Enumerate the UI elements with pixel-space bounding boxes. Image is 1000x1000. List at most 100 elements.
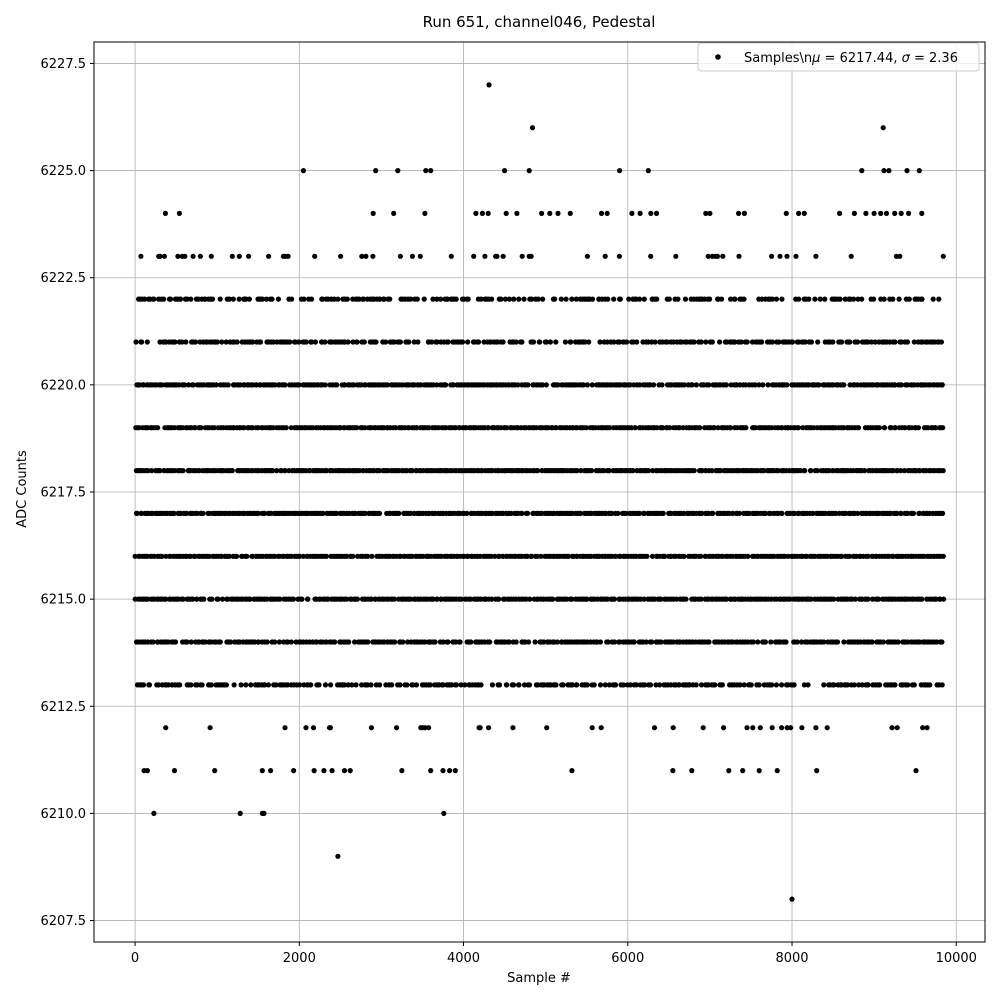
data-point [558, 296, 564, 302]
data-point [547, 339, 554, 345]
data-point [940, 425, 946, 431]
data-point [855, 510, 861, 516]
data-point [362, 510, 368, 516]
data-point [285, 253, 291, 259]
data-point [296, 553, 303, 559]
data-point [283, 425, 289, 431]
data-point [234, 553, 240, 559]
data-point [567, 210, 573, 216]
data-point [637, 210, 643, 216]
data-point [940, 510, 946, 516]
data-point [641, 596, 647, 602]
data-point [743, 425, 749, 431]
data-point [707, 296, 713, 302]
data-point [629, 210, 635, 216]
data-point [648, 210, 654, 216]
data-point [881, 168, 887, 174]
data-point [297, 682, 303, 688]
data-point [555, 382, 561, 388]
data-point [391, 596, 397, 602]
data-point [604, 210, 610, 216]
data-point [706, 382, 712, 388]
data-point [172, 339, 178, 345]
data-point [744, 339, 750, 345]
data-point [502, 296, 508, 302]
data-point [539, 210, 545, 216]
data-point [543, 339, 550, 345]
data-point [580, 382, 586, 388]
data-point [711, 425, 717, 431]
data-point [805, 682, 811, 688]
data-point [208, 253, 214, 259]
data-point [940, 253, 946, 259]
data-point [623, 510, 629, 516]
data-point [779, 682, 785, 688]
data-point [426, 425, 432, 431]
data-point [648, 682, 654, 688]
data-point [410, 682, 416, 688]
data-point [837, 210, 843, 216]
data-point [202, 639, 208, 645]
data-point [543, 382, 549, 388]
data-point [492, 553, 498, 559]
data-point [617, 168, 623, 174]
data-point [597, 639, 604, 645]
data-point [377, 682, 383, 688]
data-point [872, 339, 878, 345]
data-point [409, 253, 415, 259]
y-tick-label: 6220.0 [41, 378, 87, 393]
data-point [768, 639, 774, 645]
data-point [291, 768, 297, 774]
data-point [736, 253, 742, 259]
data-point [270, 468, 276, 474]
data-point [351, 382, 357, 388]
data-point [349, 682, 355, 688]
data-point [911, 339, 917, 345]
data-point [350, 339, 356, 345]
data-point [274, 468, 280, 474]
data-point [876, 596, 882, 602]
data-point [865, 596, 871, 602]
data-point [464, 510, 470, 516]
data-point [554, 639, 560, 645]
data-point [445, 639, 451, 645]
data-point [726, 768, 732, 774]
data-point [391, 339, 397, 345]
data-point [171, 768, 178, 774]
data-point [535, 296, 541, 302]
data-point [342, 682, 348, 688]
data-point [830, 339, 836, 345]
data-point [506, 296, 512, 302]
data-point [869, 639, 875, 645]
x-axis-title: Sample # [507, 971, 571, 986]
data-point [550, 596, 556, 602]
data-point [877, 682, 883, 688]
data-point [151, 810, 157, 817]
data-point [756, 768, 762, 774]
data-point [194, 596, 200, 602]
data-point [740, 768, 746, 774]
data-point [161, 253, 167, 259]
data-point [755, 639, 761, 645]
data-point [514, 210, 520, 216]
data-point [664, 339, 670, 345]
data-point [649, 553, 656, 559]
data-point [682, 296, 689, 302]
data-point [683, 596, 689, 602]
data-point [257, 339, 264, 345]
data-point [453, 682, 459, 688]
data-point [359, 253, 365, 259]
data-point [515, 382, 521, 388]
data-point [305, 596, 311, 602]
data-point [895, 639, 901, 645]
data-point [263, 296, 270, 302]
data-point [272, 639, 278, 645]
data-point [373, 339, 379, 345]
data-point [320, 296, 326, 302]
data-point [597, 682, 604, 688]
data-point [434, 382, 440, 388]
data-point [223, 682, 229, 688]
data-point [865, 682, 871, 688]
data-point [211, 425, 217, 431]
data-point [855, 296, 861, 302]
